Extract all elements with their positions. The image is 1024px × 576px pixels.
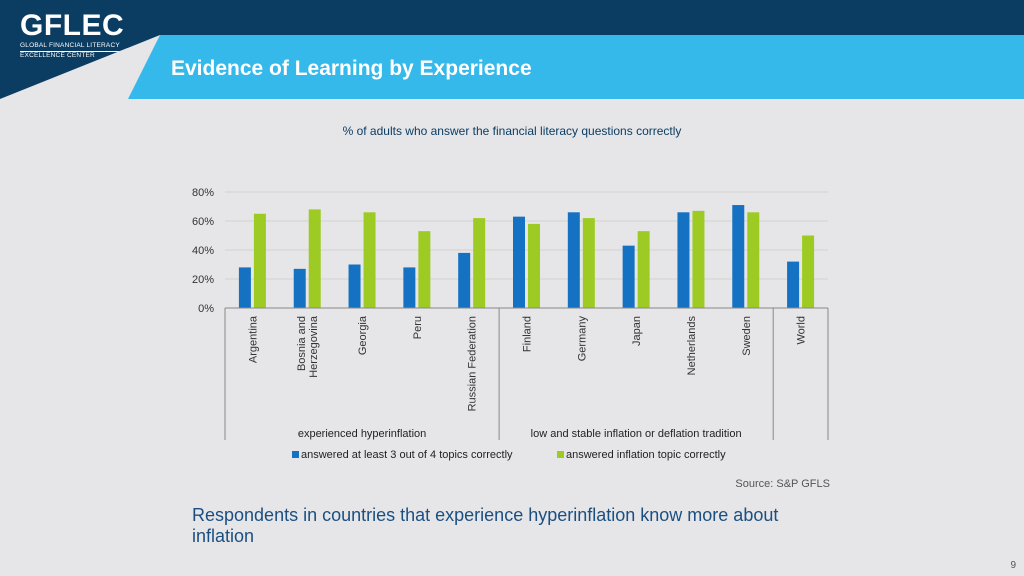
category-label: Peru xyxy=(412,316,424,339)
y-tick-label: 60% xyxy=(192,216,214,228)
category-label: Georgia xyxy=(357,315,369,355)
category-label-line: Japan xyxy=(631,316,643,346)
category-label-line: Germany xyxy=(576,316,588,362)
bar-green xyxy=(308,209,321,308)
bar-blue xyxy=(732,205,745,308)
logo-subtitle: GLOBAL FINANCIAL LITERACY EXCELLENCE CEN… xyxy=(20,42,122,60)
bar-green xyxy=(747,212,760,308)
bar-green xyxy=(528,223,540,308)
legend-swatch xyxy=(557,451,564,458)
bar-green xyxy=(692,210,705,308)
category-label-line: Peru xyxy=(412,316,424,339)
bar-blue xyxy=(622,245,635,308)
top-bar xyxy=(0,0,1024,35)
y-tick-label: 40% xyxy=(192,245,214,257)
footer-text: Respondents in countries that experience… xyxy=(192,505,779,546)
bar-blue xyxy=(677,212,690,308)
bar-green xyxy=(418,231,431,308)
bar-blue xyxy=(787,261,800,308)
category-label: Sweden xyxy=(741,316,753,356)
category-label: World xyxy=(796,316,808,345)
bar-green xyxy=(582,218,595,308)
group-label: low and stable inflation or deflation tr… xyxy=(531,428,742,440)
category-label: Russian Federation xyxy=(467,316,479,411)
bar-blue xyxy=(238,267,251,308)
category-label: Bosnia andHerzegovina xyxy=(296,315,320,378)
category-label-line: Sweden xyxy=(741,316,753,356)
page-title: Evidence of Learning by Experience xyxy=(171,57,532,80)
bar-blue xyxy=(293,268,306,308)
category-label: Japan xyxy=(631,316,643,346)
page-number: 9 xyxy=(1010,560,1016,571)
category-label: Argentina xyxy=(247,315,259,363)
legend-swatch xyxy=(292,451,299,458)
legend-label: answered at least 3 out of 4 topics corr… xyxy=(301,449,513,461)
group-label: experienced hyperinflation xyxy=(298,428,426,440)
logo-subtitle-line2: EXCELLENCE CENTER xyxy=(20,52,95,59)
title-banner xyxy=(128,35,1024,99)
bar-blue xyxy=(567,212,580,308)
bar-blue xyxy=(513,216,525,308)
category-label-line: Russian Federation xyxy=(467,316,479,411)
bar-green xyxy=(637,231,650,308)
category-label-line: Finland xyxy=(522,316,534,352)
category-label-line: Bosnia and xyxy=(296,316,308,371)
category-label-line: Herzegovina xyxy=(308,315,320,378)
category-label-line: Argentina xyxy=(247,315,259,363)
bar-blue xyxy=(458,252,471,308)
bar-green xyxy=(253,213,266,308)
y-tick-label: 80% xyxy=(192,187,214,199)
chart-title: % of adults who answer the financial lit… xyxy=(342,124,682,138)
category-label: Netherlands xyxy=(686,316,698,376)
category-label-line: Netherlands xyxy=(686,316,698,376)
y-tick-label: 20% xyxy=(192,274,214,286)
category-label-line: World xyxy=(796,316,808,345)
bar-green xyxy=(802,235,815,308)
bar-blue xyxy=(348,264,361,308)
bar-green xyxy=(363,212,376,308)
legend-label: answered inflation topic correctly xyxy=(566,449,726,461)
logo: GFLEC xyxy=(20,9,125,42)
logo-subtitle-line1: GLOBAL FINANCIAL LITERACY xyxy=(20,42,122,52)
y-tick-label: 0% xyxy=(198,303,214,315)
category-label-line: Georgia xyxy=(357,315,369,355)
category-label: Germany xyxy=(576,316,588,362)
category-label: Finland xyxy=(522,316,534,352)
bar-green xyxy=(473,218,486,308)
source-note: Source: S&P GFLS xyxy=(735,478,830,490)
bar-blue xyxy=(403,267,416,308)
